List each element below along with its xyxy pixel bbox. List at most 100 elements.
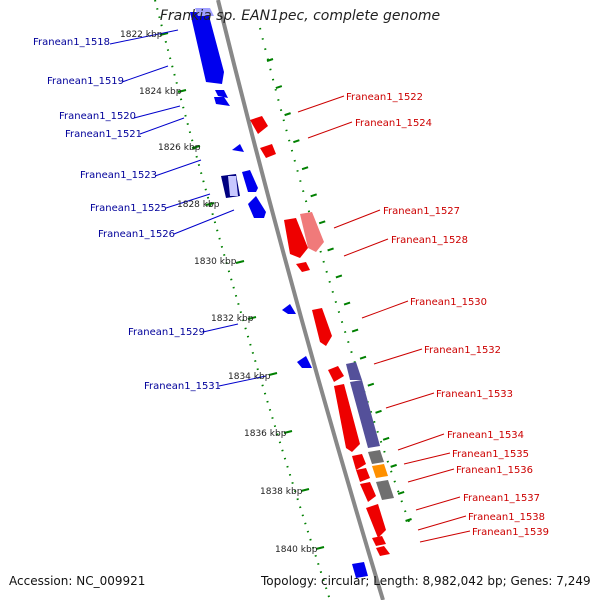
gene-features xyxy=(190,8,394,578)
gene-label-left: Franean1_1529 xyxy=(128,327,205,338)
major-tick xyxy=(247,316,257,320)
gene-franean1-1533 xyxy=(334,384,360,452)
label-leader-right xyxy=(403,452,451,465)
major-tick xyxy=(235,260,245,264)
gene-franean1-1526 xyxy=(248,196,266,218)
outer-tick xyxy=(375,409,382,414)
major-tick xyxy=(177,89,187,93)
gene-labels: Franean1_1518 Franean1_1519 Franean1_1520 F… xyxy=(33,37,549,538)
gene-label-right: Franean1_1539 xyxy=(472,527,549,538)
gene-label-right: Franean1_1524 xyxy=(355,118,432,129)
gene-label-right: Franean1_1533 xyxy=(436,389,513,400)
gene-extra xyxy=(352,562,368,578)
major-tick xyxy=(283,430,293,434)
scale-label: 1834 kbp xyxy=(228,372,271,382)
label-leader-right xyxy=(415,496,461,511)
label-leader-left xyxy=(202,323,239,333)
outer-tick xyxy=(343,301,351,306)
gene-franean1-1536 xyxy=(372,464,388,478)
label-leader-right xyxy=(343,238,389,257)
scale-label: 1822 kbp xyxy=(120,30,163,40)
gene-franean1-1521 xyxy=(232,144,244,152)
label-leader-left xyxy=(154,159,202,177)
label-leader-left xyxy=(173,209,235,235)
outer-tick xyxy=(327,247,334,252)
outer-tick xyxy=(367,382,375,387)
outer-tick xyxy=(335,274,343,279)
gene-label-right: Franean1_1537 xyxy=(463,493,540,504)
gene-franean1-1523-band xyxy=(228,176,238,196)
gene-label-right: Franean1_1527 xyxy=(383,206,460,217)
gene-franean1-1518 xyxy=(190,12,224,84)
gene-franean1-1531 xyxy=(297,356,312,368)
gene-label-left: Franean1_1518 xyxy=(33,37,110,48)
scale-label: 1830 kbp xyxy=(194,257,237,267)
label-leader-left xyxy=(139,117,185,135)
outer-tick xyxy=(310,193,317,198)
gene-franean1-1534 xyxy=(352,454,366,470)
inner-tick-ring xyxy=(154,0,331,600)
label-leader-right xyxy=(407,468,455,483)
label-leader-right xyxy=(385,392,435,409)
gene-label-right: Franean1_1522 xyxy=(346,92,423,103)
gene-label-right: Franean1_1528 xyxy=(391,235,468,246)
accession-text: Accession: NC_009921 xyxy=(9,574,146,588)
gene-franean1-1525 xyxy=(242,170,258,192)
label-leader-right xyxy=(397,433,445,451)
gene-franean1-1518-cap xyxy=(195,8,214,16)
scale-label: 1840 kbp xyxy=(275,545,318,555)
genome-summary-text: Topology: circular; Length: 8,982,042 bp… xyxy=(261,574,591,588)
gene-franean1-1535 xyxy=(356,468,370,482)
genome-backbone xyxy=(216,0,385,600)
gene-franean1-1524 xyxy=(260,144,276,158)
scale-label: 1832 kbp xyxy=(211,314,254,324)
label-leader-right xyxy=(419,530,471,543)
gene-franean1-1527 xyxy=(284,218,308,258)
major-tick xyxy=(300,488,310,492)
gene-franean1-1527b xyxy=(300,212,324,252)
label-leader-left xyxy=(165,193,211,209)
gene-label-right: Franean1_1534 xyxy=(447,430,524,441)
gene-label-left: Franean1_1526 xyxy=(98,229,175,240)
major-tick xyxy=(159,32,169,36)
backbone-line xyxy=(216,0,385,600)
gene-label-left: Franean1_1521 xyxy=(65,129,142,140)
gene-franean1-1530 xyxy=(312,308,332,346)
outer-tick xyxy=(382,436,390,441)
outer-tick xyxy=(351,328,359,333)
gene-franean1-1532 xyxy=(328,366,344,382)
outer-tick xyxy=(318,220,326,225)
outer-tick xyxy=(275,85,283,90)
outer-tick xyxy=(293,139,300,144)
gene-franean1-1538 xyxy=(366,504,386,538)
gene-label-left: Franean1_1523 xyxy=(80,170,157,181)
label-leader-right xyxy=(333,209,381,229)
label-leader-left xyxy=(218,375,267,387)
outer-tick xyxy=(359,355,367,360)
outer-tick xyxy=(405,518,412,522)
outer-tick xyxy=(301,166,309,171)
gene-franean1-1537b xyxy=(376,480,394,500)
gene-label-right: Franean1_1538 xyxy=(468,512,545,523)
gene-label-left: Franean1_1519 xyxy=(47,76,124,87)
outer-tick-ring xyxy=(259,27,413,531)
gene-franean1-1537 xyxy=(360,482,376,502)
label-leader-right xyxy=(307,121,353,139)
outer-tick xyxy=(284,112,291,117)
scale-label: 1826 kbp xyxy=(158,143,201,153)
gene-franean1-1533b xyxy=(350,380,380,448)
major-tick xyxy=(205,202,215,206)
gene-franean1-1522 xyxy=(250,116,268,134)
scale-label: 1824 kbp xyxy=(139,87,182,97)
label-leader-right xyxy=(417,515,467,531)
gene-franean1-1539b xyxy=(376,546,390,556)
gene-franean1-1534b xyxy=(368,450,384,464)
scale-labels: 1822 kbp 1824 kbp 1826 kbp 1828 kbp 1830 kbp… xyxy=(120,30,318,555)
tick-rings xyxy=(154,0,413,600)
scale-label: 1828 kbp xyxy=(177,200,220,210)
gene-label-right: Franean1_1530 xyxy=(410,297,487,308)
gene-label-left: Franean1_1525 xyxy=(90,203,167,214)
gene-franean1-1519 xyxy=(215,90,228,98)
label-leader-right xyxy=(373,348,423,365)
